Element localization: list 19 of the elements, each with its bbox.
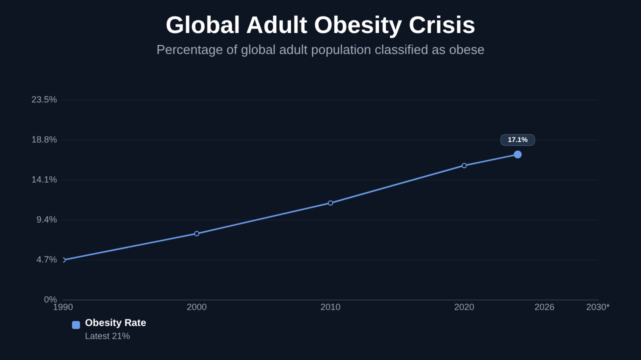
y-tick-label: 4.7%	[36, 254, 57, 264]
y-tick-label: 9.4%	[36, 214, 57, 224]
point	[462, 162, 467, 168]
point	[194, 230, 200, 236]
x-tick-label: 2010	[320, 302, 341, 312]
x-tick-label: 2020	[454, 302, 474, 312]
legend-label: Obesity Rate	[85, 318, 146, 329]
x-tick-label: 2030*	[586, 302, 610, 312]
y-tick-label: 0%	[44, 294, 57, 304]
x-tick-label: 1990	[52, 302, 74, 312]
y-tick-label: 23.5%	[31, 94, 57, 104]
text: Latest 21%	[85, 331, 132, 341]
chart-subtitle: Percentage of global adult population classified as obese	[155, 42, 486, 57]
y-tick-label: 14.1%	[31, 174, 57, 184]
x-tick-label: 2026	[534, 302, 555, 312]
chart-title: Global Adult Obesity Crisis	[164, 12, 476, 40]
point	[328, 200, 334, 206]
y-tick-label: 18.8%	[31, 134, 57, 144]
x-tick-label: 2000	[186, 302, 207, 312]
